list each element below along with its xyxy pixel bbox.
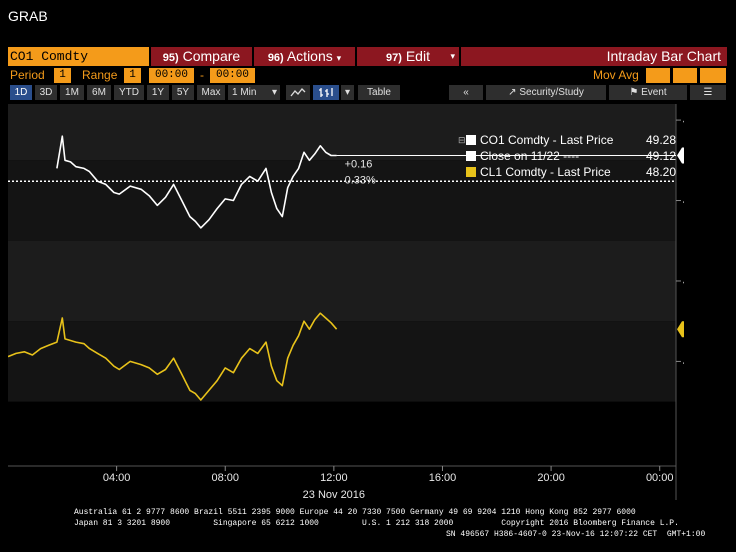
legend-item-close[interactable]: Close on 11/22 ---- 49.12 — [456, 148, 682, 164]
x-tick-label: 04:00 — [103, 472, 131, 484]
intraday-chart[interactable]: 04:00 08:00 12:00 16:00 20:00 00:00 23 Nov 201… — [8, 104, 684, 500]
tab-1y[interactable]: 1Y — [147, 85, 169, 100]
chevron-down-icon[interactable]: ▾ — [341, 85, 354, 100]
plot-band — [8, 240, 676, 322]
plot-band — [8, 321, 676, 402]
flag-icon: ⚑ — [629, 87, 639, 98]
mov-avg-input-2[interactable] — [673, 68, 697, 83]
grid-lines — [8, 104, 677, 500]
y-tick-label: 48.50 — [683, 276, 684, 288]
mov-avg-label: Mov Avg — [593, 68, 639, 82]
legend-swatch — [466, 167, 476, 177]
range-label: Range — [82, 68, 118, 82]
price-tag — [677, 147, 684, 164]
chevron-down-icon: ▾ — [450, 51, 455, 61]
legend-label: CL1 Comdty - Last Price — [480, 165, 611, 179]
legend-value: 49.12 — [645, 149, 676, 163]
mov-avg-input-3[interactable] — [700, 68, 726, 83]
actions-label: Actions — [286, 48, 333, 64]
chart-legend[interactable]: ⊟ CO1 Comdty - Last Price 49.28 Close on… — [456, 132, 682, 180]
legend-label: CO1 Comdty - Last Price — [480, 133, 614, 147]
line-chart-icon[interactable] — [286, 85, 310, 100]
y-tick-label: 49.50 — [683, 115, 684, 127]
legend-item-cl1[interactable]: CL1 Comdty - Last Price 48.20 — [456, 164, 682, 180]
chart-options-icon[interactable]: ☰ — [690, 85, 726, 100]
legend-label: Close on 11/22 ---- — [480, 149, 580, 163]
x-tick-label: 00:00 — [646, 472, 674, 484]
x-tick-label: 08:00 — [211, 472, 239, 484]
collapse-box-icon[interactable]: ⊟ — [458, 135, 466, 145]
footer-contacts-2: Japan 81 3 3201 8900 Singapore 65 6212 1… — [74, 519, 679, 528]
tab-ytd[interactable]: YTD — [114, 85, 144, 100]
x-tick-label: 16:00 — [429, 472, 457, 484]
edit-number: 97) — [386, 52, 402, 64]
period-label: Period — [10, 68, 45, 82]
mov-avg-input-1[interactable] — [646, 68, 670, 83]
change-annotation: +0.16 — [345, 158, 373, 170]
chevron-down-icon: ▾ — [336, 53, 342, 63]
price-tag — [677, 321, 684, 338]
plot-band — [8, 160, 676, 241]
y-tick-label: 48.00 — [683, 356, 684, 368]
compare-label: Compare — [182, 48, 241, 64]
legend-swatch — [466, 135, 476, 145]
security-study-button[interactable]: ↗ Security/Study — [486, 85, 606, 100]
actions-number: 96) — [267, 52, 284, 64]
edit-label: Edit — [405, 48, 430, 64]
interval-value: 1 Min — [232, 87, 257, 98]
security-study-label: Security/Study — [519, 87, 584, 98]
y-tick-label: 49.00 — [683, 196, 684, 208]
table-button[interactable]: Table — [358, 85, 400, 100]
percent-annotation: 0.33% — [345, 174, 376, 186]
event-button[interactable]: ⚑ Event — [609, 85, 687, 100]
collapse-icon[interactable]: « — [449, 85, 483, 100]
tab-1m[interactable]: 1M — [60, 85, 84, 100]
range-input[interactable]: 1 — [124, 68, 141, 83]
add-series-icon: ↗ — [508, 87, 517, 98]
app-title: GRAB — [8, 8, 48, 24]
plot-bands — [8, 104, 676, 402]
tab-6m[interactable]: 6M — [87, 85, 111, 100]
series-line-1 — [8, 312, 338, 401]
edit-button[interactable]: 97) Edit ▾ — [357, 47, 459, 66]
tab-max[interactable]: Max — [197, 85, 225, 100]
x-axis: 04:00 08:00 12:00 16:00 20:00 00:00 23 Nov 201… — [103, 472, 674, 500]
y-axis: 49.50 49.00 48.50 48.00 — [676, 115, 684, 368]
footer-contacts-1: Australia 61 2 9777 8600 Brazil 5511 239… — [74, 508, 636, 517]
tab-5y[interactable]: 5Y — [172, 85, 194, 100]
x-tick-label: 12:00 — [320, 472, 348, 484]
chart-type-title: Intraday Bar Chart — [461, 47, 727, 66]
compare-number: 95) — [162, 52, 179, 64]
price-tags: 49.2848.20 — [677, 147, 684, 338]
tab-1d[interactable]: 1D — [10, 85, 32, 100]
period-input[interactable]: 1 — [54, 68, 71, 83]
actions-button[interactable]: 96) Actions ▾ — [254, 47, 355, 66]
x-tick-label: 20:00 — [537, 472, 565, 484]
legend-value: 49.28 — [645, 133, 676, 147]
x-axis-label: 23 Nov 2016 — [303, 489, 365, 500]
footer-session: SN 496567 H386-4607-0 23-Nov-16 12:07:22… — [446, 530, 706, 539]
plot-band — [8, 104, 676, 161]
bar-chart-icon[interactable] — [313, 85, 339, 100]
legend-item-co1[interactable]: ⊟ CO1 Comdty - Last Price 49.28 — [456, 132, 682, 148]
legend-value: 48.20 — [645, 165, 676, 179]
series-layer — [8, 135, 676, 401]
series-line-0 — [56, 135, 337, 229]
time-separator: - — [200, 68, 204, 82]
compare-button[interactable]: 95) Compare — [151, 47, 252, 66]
legend-swatch — [466, 151, 476, 161]
tab-3d[interactable]: 3D — [35, 85, 57, 100]
end-time-input[interactable]: 00:00 — [210, 68, 255, 83]
interval-select[interactable]: 1 Min ▾ — [228, 85, 280, 100]
ticker-input[interactable]: CO1 Comdty — [8, 47, 149, 66]
chevron-down-icon: ▾ — [271, 87, 277, 98]
event-label: Event — [641, 87, 667, 98]
start-time-input[interactable]: 00:00 — [149, 68, 194, 83]
